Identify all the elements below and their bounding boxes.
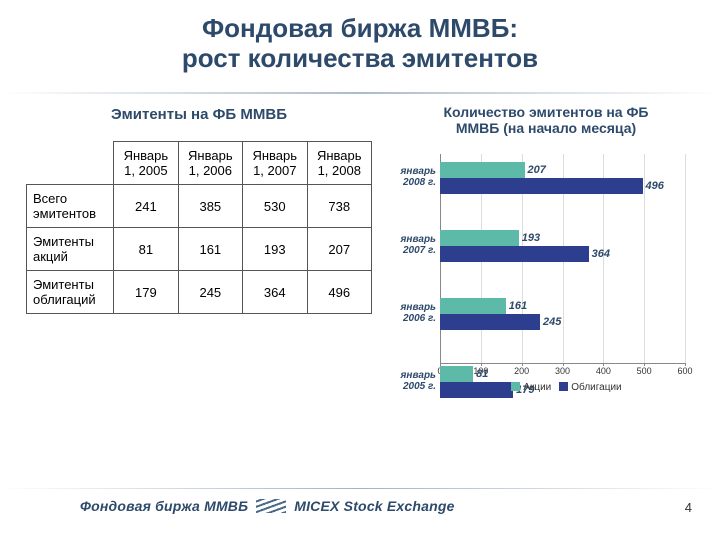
chart-bar-value: 364 bbox=[592, 246, 610, 262]
table-cell: 385 bbox=[178, 185, 242, 228]
chart-xtick-label: 200 bbox=[514, 366, 529, 376]
table-row-label: Всего эмитентов bbox=[27, 185, 114, 228]
table-row-label: Эмитенты акций bbox=[27, 228, 114, 271]
title-line1: Фондовая биржа ММВБ: bbox=[202, 13, 518, 43]
table-cell: 193 bbox=[243, 228, 307, 271]
table-row: Эмитенты акций 81 161 193 207 bbox=[27, 228, 372, 271]
table-cell: 241 bbox=[114, 185, 178, 228]
chart-ylabel: январь2005 г. bbox=[388, 371, 436, 392]
chart-ylabel: январь2007 г. bbox=[388, 235, 436, 256]
footer-rule bbox=[0, 488, 720, 489]
table-row: Эмитенты облигаций 179 245 364 496 bbox=[27, 271, 372, 314]
table-cell: 245 bbox=[178, 271, 242, 314]
title-line2: рост количества эмитентов bbox=[182, 43, 538, 73]
table-header-row: Январь 1, 2005 Январь 1, 2006 Январь 1, … bbox=[27, 142, 372, 185]
chart-bar bbox=[440, 162, 525, 178]
chart-bar bbox=[440, 314, 540, 330]
data-table: Январь 1, 2005 Январь 1, 2006 Январь 1, … bbox=[26, 141, 372, 314]
left-subtitle: Эмитенты на ФБ ММВБ bbox=[26, 106, 372, 123]
content-area: Эмитенты на ФБ ММВБ Январь 1, 2005 Январ… bbox=[0, 100, 720, 414]
table-cell: 179 bbox=[114, 271, 178, 314]
table-cell: 530 bbox=[243, 185, 307, 228]
page-title: Фондовая биржа ММВБ: рост количества эми… bbox=[0, 0, 720, 80]
left-panel: Эмитенты на ФБ ММВБ Январь 1, 2005 Январ… bbox=[0, 100, 380, 414]
chart-bar-value: 245 bbox=[543, 314, 561, 330]
bar-chart: 0100200300400500600январь2008 г.207496ян… bbox=[390, 144, 700, 414]
right-subtitle-line2: ММВБ (на начало месяца) bbox=[456, 120, 636, 136]
table-col-header: Январь 1, 2007 bbox=[243, 142, 307, 185]
table-col-header: Январь 1, 2006 bbox=[178, 142, 242, 185]
table-cell: 738 bbox=[307, 185, 372, 228]
table-corner-cell bbox=[27, 142, 114, 185]
footer-logo-right: MICEX Stock Exchange bbox=[294, 498, 454, 514]
table-row-label: Эмитенты облигаций bbox=[27, 271, 114, 314]
chart-xtick-label: 600 bbox=[677, 366, 692, 376]
chart-bar-value: 207 bbox=[528, 162, 546, 178]
chart-bar bbox=[440, 230, 519, 246]
chart-xtick-label: 400 bbox=[596, 366, 611, 376]
chart-bar-value: 496 bbox=[646, 178, 664, 194]
footer-logo: Фондовая биржа ММВБ MICEX Stock Exchange bbox=[80, 498, 455, 514]
chart-bar bbox=[440, 366, 473, 382]
page-number: 4 bbox=[685, 500, 692, 515]
chart-bar-value: 81 bbox=[476, 366, 488, 382]
right-subtitle-line1: Количество эмитентов на ФБ bbox=[444, 104, 649, 120]
footer-logo-left: Фондовая биржа ММВБ bbox=[80, 498, 248, 514]
chart-bar-value: 193 bbox=[522, 230, 540, 246]
table-cell: 81 bbox=[114, 228, 178, 271]
legend-label: Акции bbox=[523, 382, 551, 393]
legend-swatch bbox=[511, 382, 520, 391]
table-col-header: Январь 1, 2008 bbox=[307, 142, 372, 185]
table-cell: 364 bbox=[243, 271, 307, 314]
legend-label: Облигации bbox=[571, 382, 621, 393]
right-panel: Количество эмитентов на ФБ ММВБ (на нача… bbox=[380, 100, 720, 414]
right-subtitle: Количество эмитентов на ФБ ММВБ (на нача… bbox=[380, 104, 712, 136]
chart-legend: Акции Облигации bbox=[440, 382, 685, 393]
table-col-header: Январь 1, 2005 bbox=[114, 142, 178, 185]
chart-bar-value: 161 bbox=[509, 298, 527, 314]
chart-ylabel: январь2008 г. bbox=[388, 167, 436, 188]
table-cell: 161 bbox=[178, 228, 242, 271]
chart-bar bbox=[440, 178, 643, 194]
table-cell: 207 bbox=[307, 228, 372, 271]
title-underline bbox=[0, 92, 720, 94]
chart-ylabel: январь2006 г. bbox=[388, 303, 436, 324]
chart-bar bbox=[440, 298, 506, 314]
chart-xtick-label: 300 bbox=[555, 366, 570, 376]
footer: Фондовая биржа ММВБ MICEX Stock Exchange… bbox=[0, 488, 720, 530]
chart-bar bbox=[440, 246, 589, 262]
footer-logo-icon bbox=[256, 499, 286, 513]
legend-swatch bbox=[559, 382, 568, 391]
chart-xtick-label: 500 bbox=[637, 366, 652, 376]
chart-gridline bbox=[685, 154, 686, 364]
table-cell: 496 bbox=[307, 271, 372, 314]
table-row: Всего эмитентов 241 385 530 738 bbox=[27, 185, 372, 228]
